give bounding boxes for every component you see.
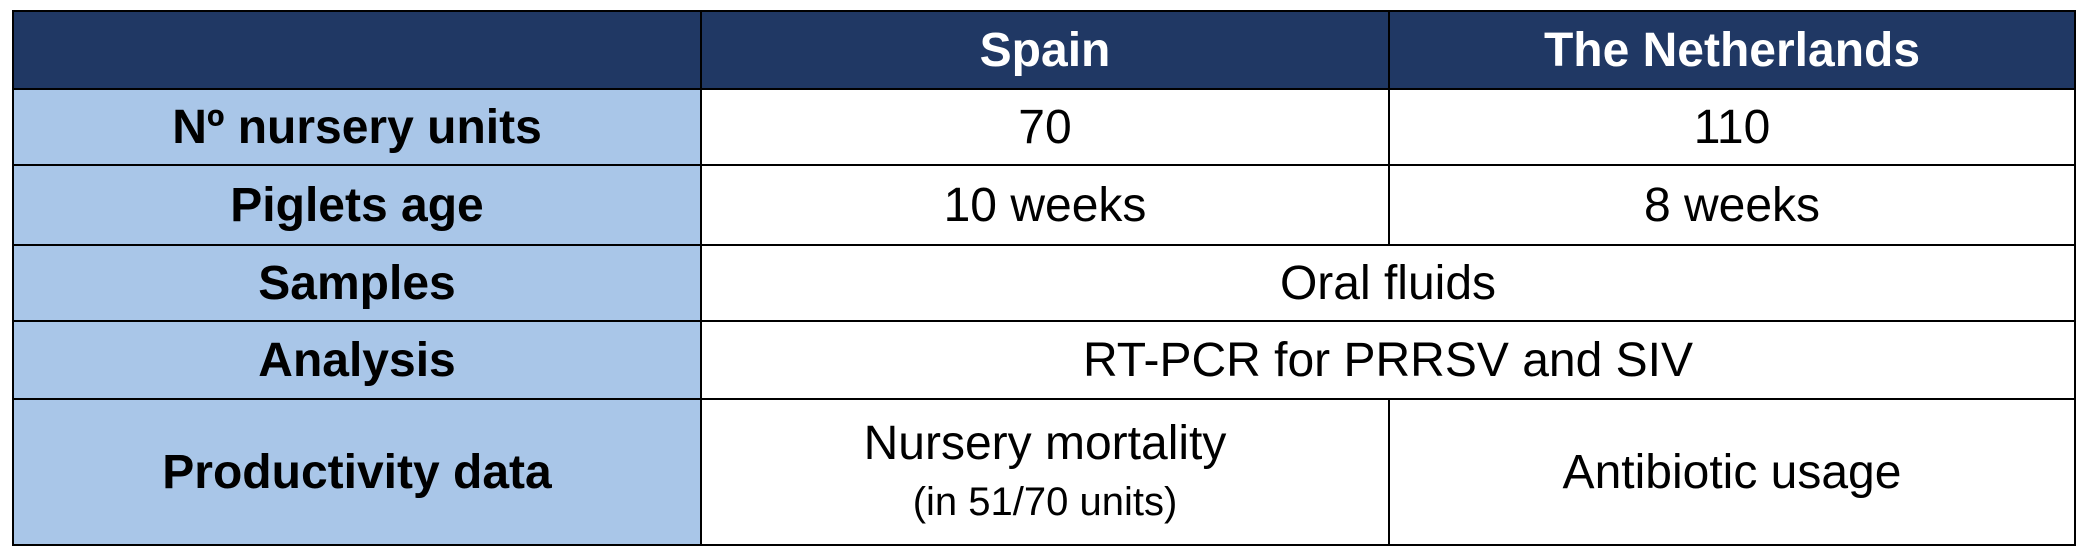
table-row: Productivity data Nursery mortality (in … <box>12 398 2076 546</box>
table-row: Piglets age 10 weeks 8 weeks <box>12 164 2076 246</box>
table-row: Analysis RT-PCR for PRRSV and SIV <box>12 320 2076 400</box>
cell-spain-productivity-data: Nursery mortality (in 51/70 units) <box>700 398 1390 546</box>
spain-productivity-main-text: Nursery mortality <box>863 417 1227 470</box>
cell-netherlands-nursery-units: 110 <box>1388 88 2076 166</box>
row-label-piglets-age: Piglets age <box>12 164 702 246</box>
column-header-spain: Spain <box>700 10 1390 90</box>
row-label-analysis: Analysis <box>12 320 702 400</box>
row-label-productivity-data: Productivity data <box>12 398 702 546</box>
cell-analysis-shared: RT-PCR for PRRSV and SIV <box>700 320 2076 400</box>
cell-samples-shared: Oral fluids <box>700 244 2076 322</box>
table-row: Nº nursery units 70 110 <box>12 88 2076 166</box>
comparison-table: Spain The Netherlands Nº nursery units 7… <box>12 10 2076 546</box>
row-label-nursery-units: Nº nursery units <box>12 88 702 166</box>
row-label-samples: Samples <box>12 244 702 322</box>
cell-spain-piglets-age: 10 weeks <box>700 164 1390 246</box>
comparison-table-container: Spain The Netherlands Nº nursery units 7… <box>12 10 2076 546</box>
spain-productivity-note-text: (in 51/70 units) <box>912 480 1178 524</box>
cell-spain-nursery-units: 70 <box>700 88 1390 166</box>
header-corner-cell <box>12 10 702 90</box>
table-row: Samples Oral fluids <box>12 244 2076 322</box>
header-row: Spain The Netherlands <box>12 10 2076 90</box>
cell-netherlands-productivity-data: Antibiotic usage <box>1388 398 2076 546</box>
cell-netherlands-piglets-age: 8 weeks <box>1388 164 2076 246</box>
column-header-netherlands: The Netherlands <box>1388 10 2076 90</box>
